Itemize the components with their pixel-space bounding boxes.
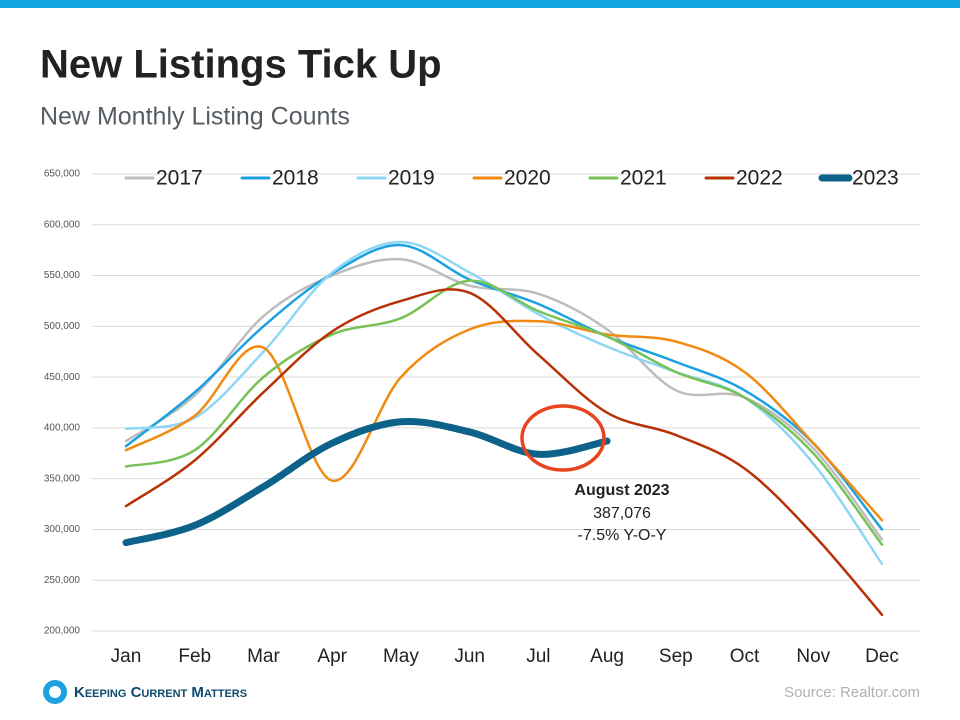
x-tick-label: Oct: [730, 646, 760, 667]
chart-title: New Listings Tick Up: [40, 43, 442, 87]
legend-label: 2023: [852, 167, 899, 190]
legend-label: 2017: [156, 167, 203, 190]
y-tick-label: 300,000: [44, 524, 81, 535]
highlight-circle: [520, 404, 606, 472]
x-tick-label: Aug: [590, 646, 624, 667]
x-tick-label: Mar: [247, 646, 280, 667]
legend-label: 2021: [620, 167, 667, 190]
x-tick-label: May: [383, 646, 419, 667]
annotation-value: 387,076: [593, 505, 651, 522]
x-tick-label: Feb: [178, 646, 211, 667]
series-line: [124, 279, 884, 546]
top-bar: [0, 0, 960, 8]
y-tick-label: 450,000: [44, 372, 81, 383]
y-tick-label: 400,000: [44, 423, 81, 434]
plot: [122, 240, 884, 617]
legend-label: 2018: [272, 167, 319, 190]
annotation-title: August 2023: [574, 482, 669, 499]
annotation-change: -7.5% Y-O-Y: [578, 527, 667, 544]
brand: Keeping Current Matters: [74, 684, 247, 701]
series-line: [122, 417, 611, 547]
y-tick-label: 250,000: [44, 575, 81, 586]
series-line: [124, 257, 884, 541]
x-tick-label: Jun: [454, 646, 485, 667]
x-tick-label: Sep: [659, 646, 693, 667]
logo-icon-inner: [49, 686, 61, 698]
x-tick-label: Nov: [796, 646, 830, 667]
series-line: [124, 243, 884, 531]
series-line: [124, 288, 884, 617]
legend-label: 2022: [736, 167, 783, 190]
y-tick-label: 200,000: [44, 626, 81, 637]
series-line: [124, 319, 884, 522]
source: Source: Realtor.com: [784, 684, 920, 701]
x-tick-label: Jan: [111, 646, 142, 667]
y-tick-label: 550,000: [44, 270, 81, 281]
x-tick-label: Dec: [865, 646, 899, 667]
y-tick-label: 650,000: [44, 169, 81, 180]
y-tick-label: 500,000: [44, 321, 81, 332]
legend-label: 2020: [504, 167, 551, 190]
x-tick-label: Jul: [526, 646, 550, 667]
y-tick-label: 600,000: [44, 219, 81, 230]
legend-label: 2019: [388, 167, 435, 190]
grid: 200,000 250,000 300,000 350,000 400,000 450,0…: [44, 167, 920, 667]
chart-subtitle: New Monthly Listing Counts: [40, 103, 350, 131]
x-tick-label: Apr: [317, 646, 347, 667]
y-tick-label: 350,000: [44, 473, 81, 484]
